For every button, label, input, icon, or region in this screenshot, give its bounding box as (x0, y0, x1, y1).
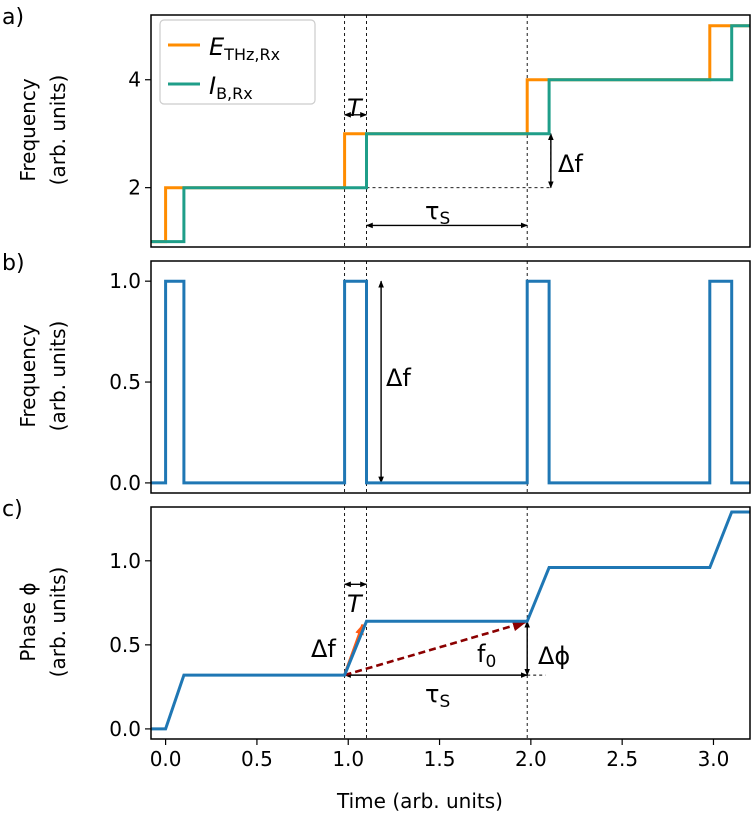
annotation-delta-f-a: Δf (558, 150, 583, 178)
panel-b-label: b) (2, 251, 25, 276)
y-tick-label: 2 (128, 176, 141, 200)
x-tick-label: 0.5 (241, 747, 273, 771)
y-tick-label: 0.0 (109, 471, 141, 495)
annotation-delta-f-c: Δf (311, 635, 336, 663)
annotation-t-c: T (347, 590, 364, 618)
x-tick-label: 1.0 (332, 747, 364, 771)
annotation-f0: f0 (477, 640, 496, 672)
x-tick-label: 1.5 (424, 747, 456, 771)
panel-b-ylabel: Frequency (16, 324, 40, 427)
panel-c-ticks: 0.0 0.5 1.0 0.0 0.5 1.0 1.5 2.0 2.5 3.0 (109, 549, 729, 771)
panel-c-series (151, 510, 750, 731)
panel-a: a) Frequency (arb. units) 24 ETHz,Rx IB,… (2, 5, 751, 248)
x-tick-label: 2.5 (606, 747, 638, 771)
panel-c-frame (150, 506, 751, 740)
legend-item-e-thz: ETHz,Rx (209, 33, 280, 64)
panel-b-series (151, 279, 750, 485)
legend-item-i-b: IB,Rx (209, 72, 253, 103)
x-tick-label: 2.0 (515, 747, 547, 771)
y-tick-label: 0.5 (109, 633, 141, 657)
panel-c-label: c) (2, 497, 23, 522)
annotation-delta-f-b: Δf (386, 364, 411, 392)
panel-c-ylabel-units: (arb. units) (46, 567, 70, 678)
x-tick-label: 3.0 (698, 747, 730, 771)
panel-b-yticks: 0.0 0.5 1.0 (109, 269, 151, 495)
annotation-t-a: T (347, 94, 364, 122)
panel-a-frame (150, 14, 751, 248)
panel-a-label: a) (2, 5, 24, 30)
panel-c: c) Phase ϕ (arb. units) 0.0 0.5 1.0 0.0 0.5 1… (2, 497, 751, 813)
panel-b-frame (150, 260, 751, 494)
panel-a-series (151, 24, 750, 244)
panel-a-yticks: 24 (128, 68, 151, 200)
y-tick-label: 0.5 (109, 370, 141, 394)
panel-a-ylabel-units: (arb. units) (46, 75, 70, 186)
panel-b-guides (344, 261, 528, 493)
panel-a-ylabel: Frequency (16, 78, 40, 181)
x-axis-label: Time (arb. units) (336, 789, 503, 813)
series-line-1 (151, 510, 750, 731)
annotation-tau-a: τS (425, 197, 450, 229)
panel-b: b) Frequency (arb. units) 0.0 0.5 1.0 Δf (2, 251, 751, 495)
y-tick-label: 4 (128, 68, 141, 92)
annotation-delta-phi: Δϕ (538, 642, 570, 670)
series-line-2 (151, 24, 750, 244)
arrow-f0 (344, 620, 527, 677)
y-tick-label: 1.0 (109, 269, 141, 293)
panel-b-ylabel-units: (arb. units) (46, 321, 70, 432)
legend: ETHz,Rx IB,Rx (159, 19, 316, 105)
series-line-1 (151, 279, 750, 485)
panel-c-ylabel: Phase ϕ (16, 582, 40, 661)
y-tick-label: 0.0 (109, 717, 141, 741)
y-tick-label: 1.0 (109, 549, 141, 573)
annotation-tau-c: τS (425, 680, 450, 712)
x-tick-label: 0.0 (150, 747, 182, 771)
